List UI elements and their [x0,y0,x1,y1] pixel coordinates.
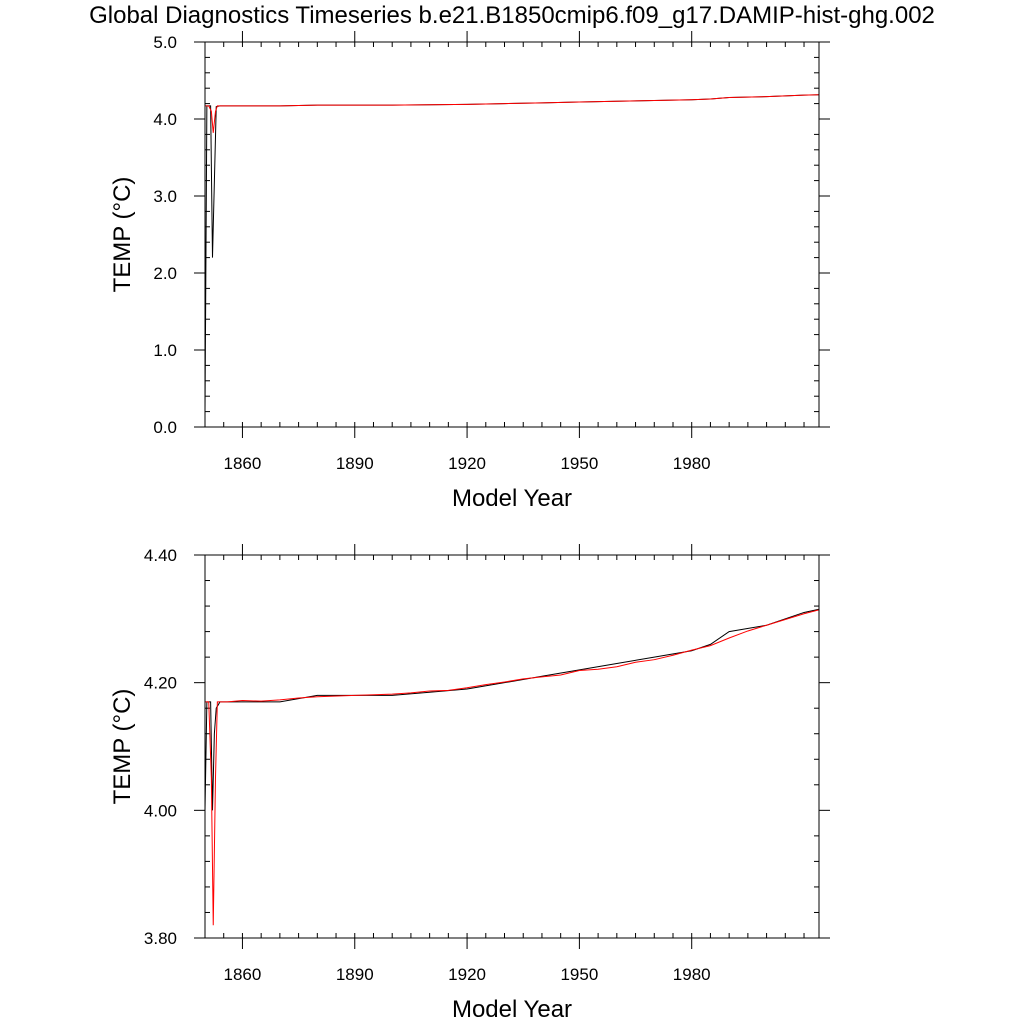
y-tick-label: 4.00 [144,801,177,820]
bottom-timeseries-chart: 1860 1890 1920 1950 1980 3.80 4.00 4.20 4.40 Mode… [109,544,830,1023]
y-axis-title: TEMP (°C) [109,177,136,293]
x-axis-title: Model Year [452,996,572,1023]
y-tick-label: 3.80 [144,929,177,948]
y-tick-label: 0.0 [153,418,177,437]
y-tick-label: 4.40 [144,546,177,565]
y-tick-label: 4.20 [144,674,177,693]
y-tick-label: 3.0 [153,187,177,206]
y-axis-title: TEMP (°C) [109,689,136,805]
x-tick-label: 1950 [560,454,598,473]
page-title: Global Diagnostics Timeseries b.e21.B185… [89,2,935,29]
x-tick-label: 1920 [448,965,486,984]
x-tick-label: 1920 [448,454,486,473]
x-tick-label: 1890 [336,454,374,473]
series-line-1 [205,94,819,133]
top-timeseries-chart: 1860 1890 1920 1950 1980 0.0 1.0 2.0 3.0 4.0 5.0 Mo… [109,31,830,512]
y-tick-label: 2.0 [153,264,177,283]
y-tick-label: 1.0 [153,341,177,360]
series-line-0 [205,608,819,811]
y-tick-label: 4.0 [153,110,177,129]
x-tick-label: 1950 [560,965,598,984]
series-line-1 [205,609,819,926]
x-tick-label: 1860 [224,454,262,473]
x-axis-title: Model Year [452,485,572,512]
x-tick-label: 1980 [673,965,711,984]
series-line-0 [205,94,819,412]
plot-frame [204,554,820,939]
plot-frame [204,41,820,428]
y-tick-label: 5.0 [153,33,177,52]
x-tick-label: 1860 [224,965,262,984]
x-tick-label: 1890 [336,965,374,984]
x-tick-label: 1980 [673,454,711,473]
